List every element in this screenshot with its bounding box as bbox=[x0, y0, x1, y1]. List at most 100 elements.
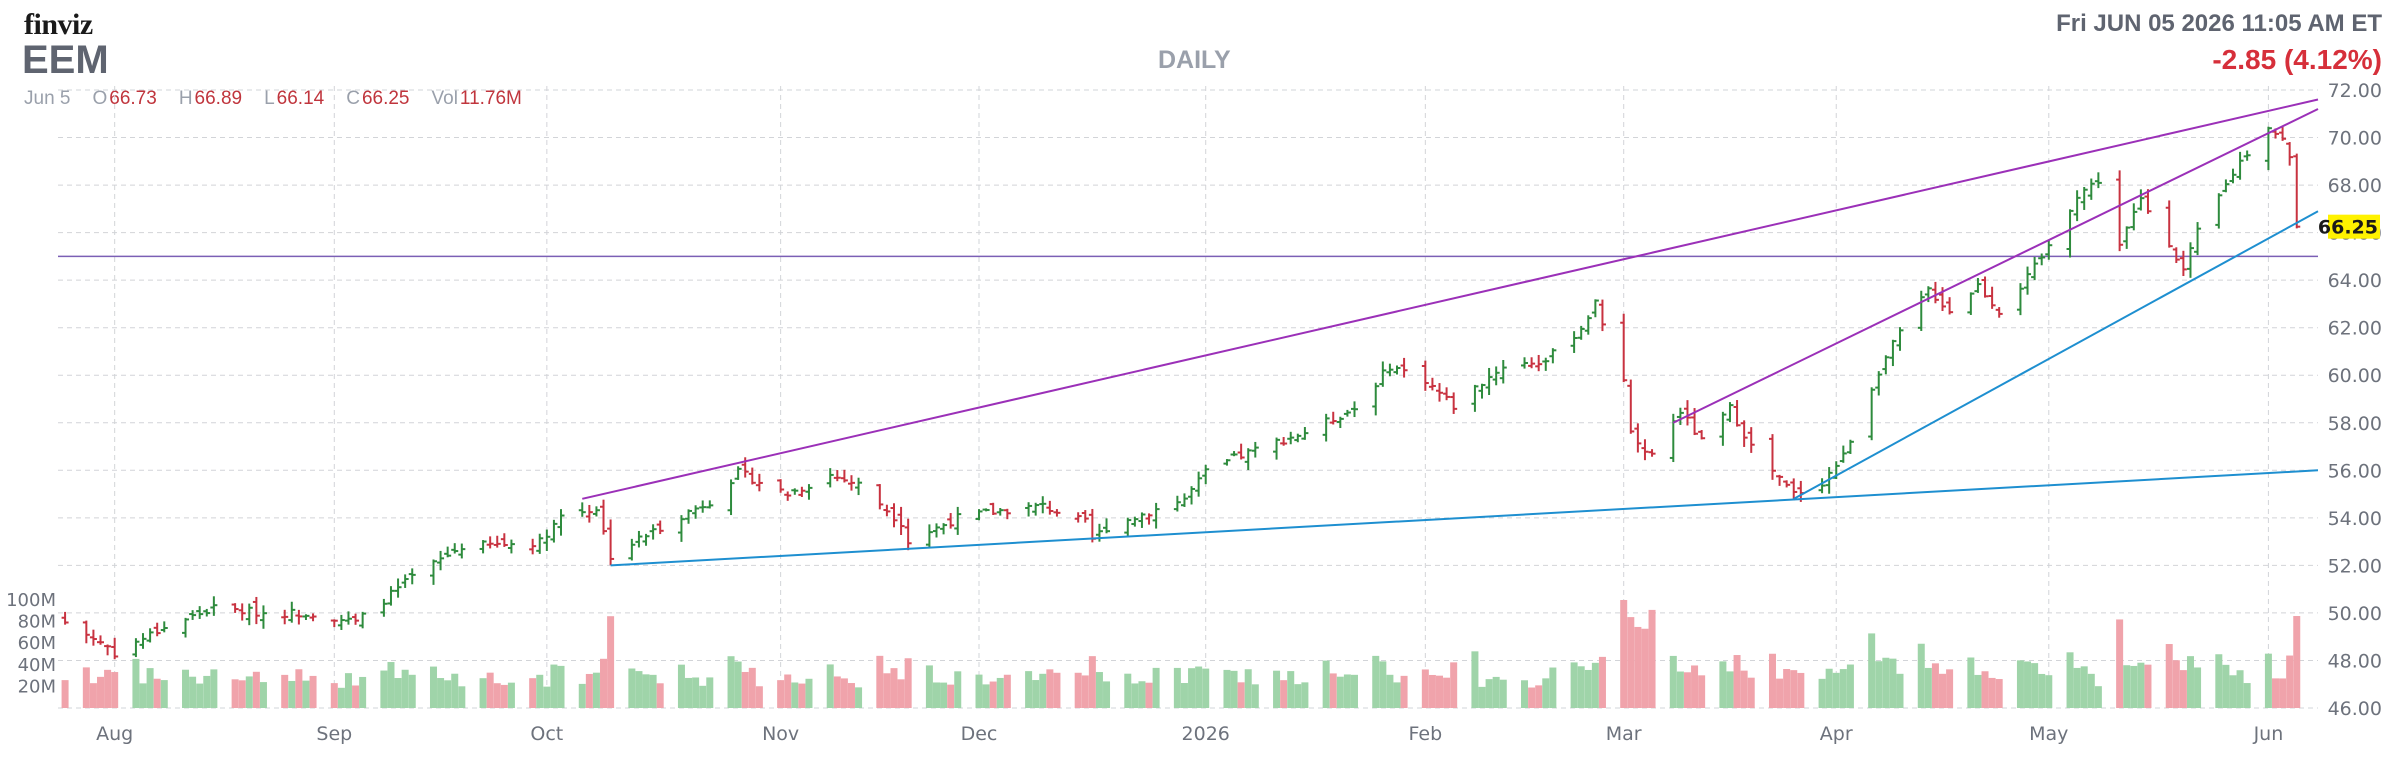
low-key: L bbox=[264, 88, 275, 109]
high-value: 66.89 bbox=[194, 88, 243, 109]
open-value: 66.73 bbox=[109, 88, 157, 109]
last-price-label: 66.25 bbox=[2318, 217, 2378, 239]
volume-bar bbox=[1025, 671, 1033, 708]
volume-bar bbox=[543, 686, 551, 708]
volume-bar bbox=[1832, 672, 1840, 708]
volume-bar bbox=[1180, 683, 1188, 708]
volume-bar bbox=[1202, 668, 1210, 708]
volume-bar bbox=[97, 676, 105, 708]
close-value: 66.25 bbox=[361, 88, 410, 109]
volume-bar bbox=[1931, 663, 1939, 708]
volume-bar bbox=[529, 678, 537, 708]
volume-bar bbox=[1591, 662, 1599, 708]
volume-bar bbox=[1882, 657, 1890, 708]
volume-bar bbox=[805, 678, 813, 708]
volume-bar bbox=[1039, 673, 1047, 708]
volume-bar bbox=[1138, 681, 1146, 708]
finviz-logo[interactable]: finviz bbox=[24, 8, 93, 41]
volume-bar bbox=[2016, 660, 2024, 708]
volume-bar bbox=[1428, 674, 1436, 708]
volume-bar bbox=[1719, 661, 1727, 708]
volume-bar bbox=[61, 680, 69, 708]
volume-key: Vol bbox=[431, 88, 458, 109]
volume-bar bbox=[741, 671, 749, 708]
volume-bar bbox=[1620, 600, 1628, 708]
volume-bar bbox=[890, 668, 898, 708]
volume-bar bbox=[585, 673, 593, 708]
volume-bar bbox=[245, 676, 253, 708]
volume-bar bbox=[288, 680, 296, 708]
volume-bar bbox=[1747, 677, 1755, 708]
volume-bar bbox=[1726, 671, 1734, 708]
volume-bar bbox=[1287, 671, 1295, 708]
price-change: -2.85 (4.12%) bbox=[2212, 44, 2382, 75]
price-tick-label: 60.00 bbox=[2328, 365, 2382, 387]
price-axis: 46.00 48.00 50.00 52.00 54.00 56.00 58.00 60.00… bbox=[2318, 80, 2382, 720]
volume-bar bbox=[1981, 671, 1989, 708]
price-tick-label: 54.00 bbox=[2328, 508, 2382, 530]
volume-bar bbox=[1889, 658, 1897, 708]
date-axis: Aug Sep Oct Nov Dec 2026 Feb Mar Apr May Jun bbox=[96, 723, 2283, 745]
volume-bar bbox=[2165, 644, 2173, 708]
volume-bar bbox=[1896, 673, 1904, 708]
volume-tick-label: 80M bbox=[18, 612, 56, 633]
volume-bar bbox=[847, 683, 855, 708]
volume-bar bbox=[1995, 679, 2003, 708]
volume-bar bbox=[1343, 674, 1351, 708]
volume-bar bbox=[2144, 664, 2152, 708]
volume-bar bbox=[352, 685, 360, 708]
volume-bar bbox=[238, 680, 246, 708]
volume-bar bbox=[380, 670, 388, 708]
volume-bar bbox=[2031, 663, 2039, 708]
volume-bar bbox=[401, 669, 409, 708]
volume-bar bbox=[394, 678, 402, 708]
volume-bar bbox=[635, 671, 643, 708]
volume-bar bbox=[784, 674, 792, 708]
volume-bar bbox=[557, 665, 565, 708]
volume-bar bbox=[1521, 680, 1529, 708]
volume-bar bbox=[1350, 674, 1358, 708]
close-key: C bbox=[346, 88, 360, 109]
volume-bar bbox=[1230, 670, 1238, 708]
volume-bar bbox=[139, 683, 147, 708]
volume-bar bbox=[359, 676, 367, 708]
price-tick-label: 72.00 bbox=[2328, 80, 2382, 102]
volume-bar bbox=[734, 661, 742, 708]
volume-bar bbox=[210, 669, 218, 708]
volume-bar bbox=[1875, 661, 1883, 708]
trendline-purple[interactable] bbox=[582, 98, 2319, 500]
volume-bar bbox=[932, 682, 940, 708]
volume-bar bbox=[2279, 678, 2287, 708]
trendline-purple[interactable] bbox=[1672, 108, 2319, 424]
volume-bar bbox=[1223, 669, 1231, 708]
trendlines[interactable] bbox=[582, 98, 2319, 567]
volume-bar bbox=[2179, 670, 2187, 708]
date-tick-label: Oct bbox=[530, 723, 563, 745]
volume-bar bbox=[1683, 672, 1691, 708]
volume-bar bbox=[883, 673, 891, 708]
volume-bar bbox=[330, 683, 338, 708]
volume-bar bbox=[2236, 670, 2244, 708]
volume-bar bbox=[685, 677, 693, 708]
volume-bar bbox=[989, 681, 997, 708]
volume-bar bbox=[1421, 669, 1429, 708]
volume-bar bbox=[408, 674, 416, 708]
volume-bar bbox=[295, 669, 303, 708]
volume-bar bbox=[1924, 667, 1932, 708]
volume-bar bbox=[132, 658, 140, 708]
volume-bar bbox=[954, 671, 962, 708]
trendline-blue[interactable] bbox=[1793, 210, 2319, 500]
volume-bar bbox=[153, 678, 161, 708]
volume-bar bbox=[444, 680, 452, 708]
volume-bar bbox=[628, 668, 636, 708]
volume-bar bbox=[1443, 677, 1451, 708]
volume-bar bbox=[692, 677, 700, 708]
volume-bar bbox=[798, 683, 806, 708]
volume-bar bbox=[536, 674, 544, 708]
volume-bar bbox=[2123, 665, 2131, 708]
volume-bar bbox=[458, 686, 466, 708]
trendline-blue[interactable] bbox=[610, 469, 2319, 567]
volume-bar bbox=[1939, 673, 1947, 708]
volume-bar bbox=[1846, 664, 1854, 708]
